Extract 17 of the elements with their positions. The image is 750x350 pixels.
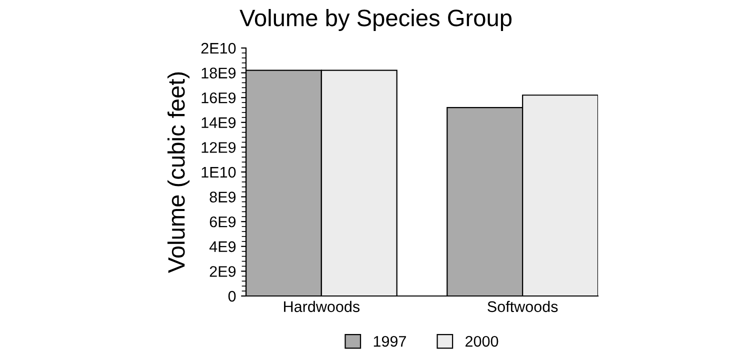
y-tick-label: 12E9 [202, 142, 236, 153]
chart-title: Volume by Species Group [240, 8, 512, 32]
y-tick-label: 14E9 [202, 117, 236, 128]
y-tick-label: 18E9 [202, 68, 236, 78]
y-tick-label: 2E10 [201, 42, 236, 54]
legend-label: 2000 [466, 336, 498, 347]
y-tick-label: 1E10 [202, 166, 236, 178]
y-tick-label: 2E9 [210, 266, 236, 277]
y-tick-label: 6E9 [210, 216, 236, 228]
x-tick-label: Softwoods [488, 300, 558, 312]
legend-label: 1997 [374, 336, 406, 347]
y-tick-label: 4E9 [209, 241, 236, 252]
y-tick-label: 8E9 [210, 192, 236, 202]
y-tick-label: 0 [228, 290, 236, 302]
y-axis-title: Volume (cubic feet) [167, 72, 190, 273]
x-tick-label: Hardwoods [284, 300, 360, 312]
y-tick-label: 16E9 [202, 92, 236, 104]
